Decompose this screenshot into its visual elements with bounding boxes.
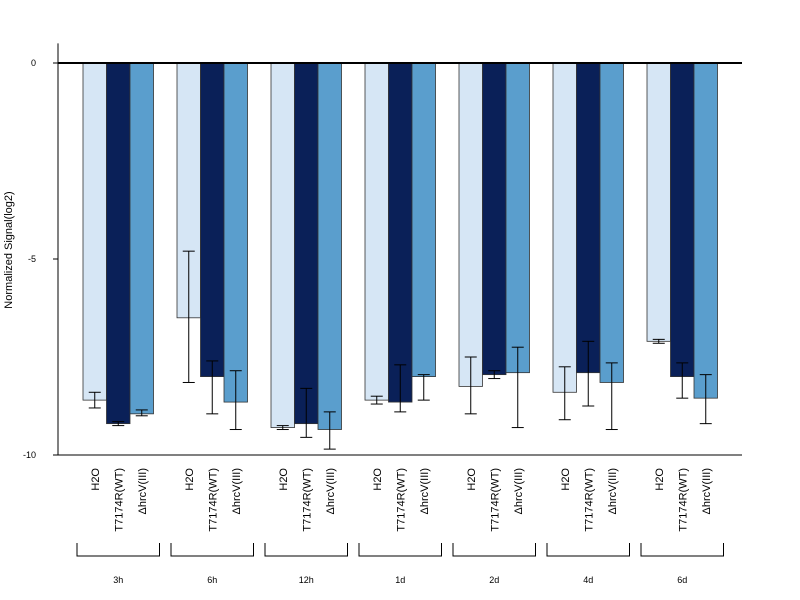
bar [646,62,671,342]
x-axis-labels: H2O T7174R(WT) ΔhrcV(III) H2O T7174R(WT) Δhrc… [90,468,713,532]
group-bracket [170,543,254,557]
bar-label: ΔhrcV(III) [513,468,525,514]
bar [317,62,342,430]
bar [482,62,507,376]
bar-label: H2O [278,468,290,491]
bar [388,62,413,403]
bar-label: H2O [184,468,196,491]
bar [599,62,624,383]
bar [552,62,577,393]
bar-label: H2O [466,468,478,491]
bar-label: H2O [372,468,384,491]
bar-label: ΔhrcV(III) [607,468,619,514]
group-label: 2d [489,575,499,585]
bar [670,62,695,378]
bar-label: T7174R(WT) [489,468,501,532]
bar-label: T7174R(WT) [395,468,407,532]
group-bracket [452,543,536,557]
group-label: 4d [583,575,593,585]
group-bracket [76,543,160,557]
group-label: 1d [395,575,405,585]
group-bracket [264,543,348,557]
bar [294,62,319,425]
bar-label: T7174R(WT) [583,468,595,532]
bar-label: ΔhrcV(III) [231,468,243,514]
bar-label: T7174R(WT) [301,468,313,532]
group-bracket [640,543,724,557]
y-tick-label: -5 [28,254,36,264]
bar [411,62,436,378]
bar [106,62,131,425]
group-label: 6d [677,575,687,585]
y-tick-label: 0 [31,58,36,68]
bar-label: ΔhrcV(III) [419,468,431,514]
bar-label: ΔhrcV(III) [325,468,337,514]
y-axis-label: Normalized Signal(log2) [3,191,15,308]
bar-label: T7174R(WT) [113,468,125,532]
bar [270,62,295,428]
group-label: 6h [207,575,217,585]
bar-label: ΔhrcV(III) [701,468,713,514]
bar-label: ΔhrcV(III) [137,468,149,514]
bar [364,62,389,401]
bar [458,62,483,387]
bar [129,62,154,415]
bar-label: H2O [90,468,102,491]
y-tick-label: -10 [23,450,36,460]
bar [505,62,530,374]
bar [223,62,248,403]
bar [200,62,225,378]
error-bars-layer [88,250,712,450]
bar-label: T7174R(WT) [677,468,689,532]
group-label: 3h [113,575,123,585]
group-label: 12h [299,575,314,585]
bar-label: H2O [654,468,666,491]
y-axis: 0 -5 -10 [23,43,59,460]
bars-layer [82,62,718,430]
bar [693,62,718,399]
group-bracket [546,543,630,557]
bar-label: T7174R(WT) [207,468,219,532]
bar [82,62,107,401]
group-bracket [358,543,442,557]
group-brackets: 3h 6h 12h 1d 2d 4d 6d [76,543,724,585]
bar [576,62,601,374]
bar-label: H2O [560,468,572,491]
